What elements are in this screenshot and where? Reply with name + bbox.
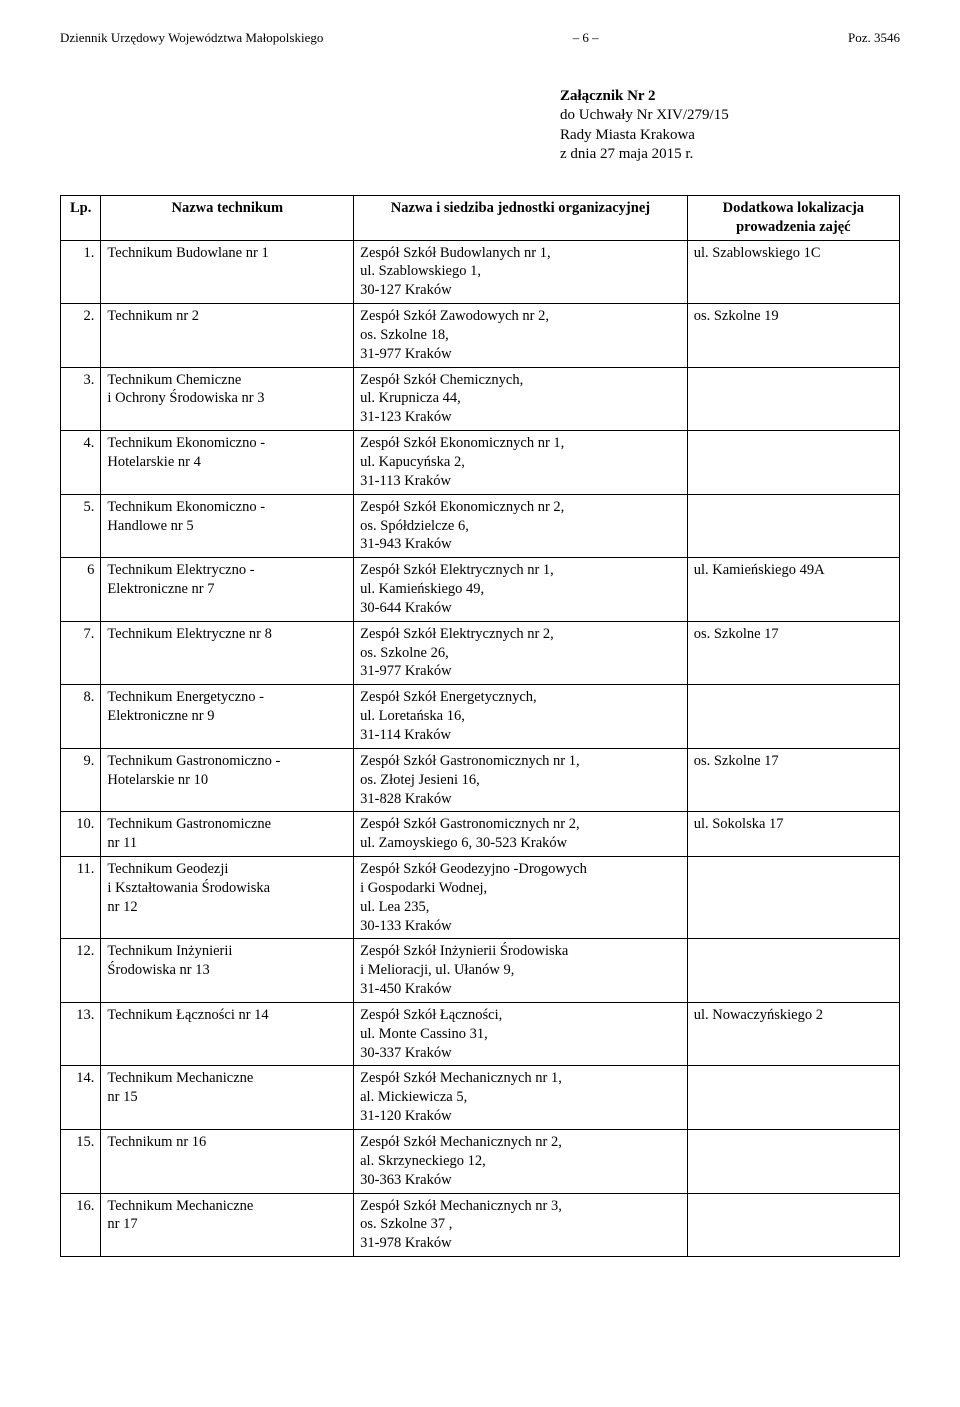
cell-name: Technikum Geodezji i Kształtowania Środo… [101, 857, 354, 939]
cell-lp: 6 [61, 558, 101, 622]
cell-org: Zespół Szkół Ekonomicznych nr 2, os. Spó… [354, 494, 688, 558]
cell-org: Zespół Szkół Elektrycznych nr 2, os. Szk… [354, 621, 688, 685]
cell-lp: 5. [61, 494, 101, 558]
cell-loc [687, 939, 899, 1003]
table-row: 7.Technikum Elektryczne nr 8Zespół Szkół… [61, 621, 900, 685]
table-row: 8.Technikum Energetyczno - Elektroniczne… [61, 685, 900, 749]
table-row: 4.Technikum Ekonomiczno - Hotelarskie nr… [61, 431, 900, 495]
col-header-name: Nazwa technikum [101, 195, 354, 240]
table-row: 10.Technikum Gastronomiczne nr 11Zespół … [61, 812, 900, 857]
cell-lp: 4. [61, 431, 101, 495]
cell-lp: 7. [61, 621, 101, 685]
table-row: 13.Technikum Łączności nr 14Zespół Szkół… [61, 1002, 900, 1066]
cell-lp: 13. [61, 1002, 101, 1066]
cell-org: Zespół Szkół Mechanicznych nr 1, al. Mic… [354, 1066, 688, 1130]
cell-loc: os. Szkolne 17 [687, 748, 899, 812]
cell-org: Zespół Szkół Mechanicznych nr 3, os. Szk… [354, 1193, 688, 1257]
table-row: 16.Technikum Mechaniczne nr 17Zespół Szk… [61, 1193, 900, 1257]
cell-lp: 3. [61, 367, 101, 431]
col-header-org: Nazwa i siedziba jednostki organizacyjne… [354, 195, 688, 240]
table-row: 1.Technikum Budowlane nr 1Zespół Szkół B… [61, 240, 900, 304]
cell-org: Zespół Szkół Energetycznych, ul. Loretań… [354, 685, 688, 749]
cell-org: Zespół Szkół Budowlanych nr 1, ul. Szabl… [354, 240, 688, 304]
cell-loc [687, 1130, 899, 1194]
cell-name: Technikum Elektryczno - Elektroniczne nr… [101, 558, 354, 622]
cell-loc [687, 367, 899, 431]
cell-name: Technikum nr 16 [101, 1130, 354, 1194]
cell-loc: ul. Nowaczyńskiego 2 [687, 1002, 899, 1066]
table-row: 2.Technikum nr 2Zespół Szkół Zawodowych … [61, 304, 900, 368]
attachment-line2: do Uchwały Nr XIV/279/15 [560, 106, 900, 126]
cell-name: Technikum Mechaniczne nr 17 [101, 1193, 354, 1257]
cell-loc [687, 685, 899, 749]
cell-lp: 16. [61, 1193, 101, 1257]
cell-org: Zespół Szkół Gastronomicznych nr 2, ul. … [354, 812, 688, 857]
cell-name: Technikum Inżynierii Środowiska nr 13 [101, 939, 354, 1003]
cell-org: Zespół Szkół Mechanicznych nr 2, al. Skr… [354, 1130, 688, 1194]
cell-lp: 2. [61, 304, 101, 368]
cell-name: Technikum nr 2 [101, 304, 354, 368]
cell-loc: ul. Kamieńskiego 49A [687, 558, 899, 622]
cell-name: Technikum Gastronomiczno - Hotelarskie n… [101, 748, 354, 812]
cell-name: Technikum Ekonomiczno - Handlowe nr 5 [101, 494, 354, 558]
cell-loc: os. Szkolne 17 [687, 621, 899, 685]
cell-name: Technikum Ekonomiczno - Hotelarskie nr 4 [101, 431, 354, 495]
cell-name: Technikum Budowlane nr 1 [101, 240, 354, 304]
cell-name: Technikum Mechaniczne nr 15 [101, 1066, 354, 1130]
cell-lp: 9. [61, 748, 101, 812]
cell-loc [687, 1066, 899, 1130]
cell-loc: os. Szkolne 19 [687, 304, 899, 368]
cell-name: Technikum Łączności nr 14 [101, 1002, 354, 1066]
header-page-number: – 6 – [573, 30, 599, 47]
cell-loc [687, 857, 899, 939]
cell-lp: 12. [61, 939, 101, 1003]
cell-lp: 1. [61, 240, 101, 304]
cell-lp: 8. [61, 685, 101, 749]
cell-name: Technikum Energetyczno - Elektroniczne n… [101, 685, 354, 749]
table-row: 12.Technikum Inżynierii Środowiska nr 13… [61, 939, 900, 1003]
table-row: 3.Technikum Chemiczne i Ochrony Środowis… [61, 367, 900, 431]
attachment-header: Załącznik Nr 2 do Uchwały Nr XIV/279/15 … [560, 87, 900, 165]
cell-lp: 11. [61, 857, 101, 939]
cell-org: Zespół Szkół Elektrycznych nr 1, ul. Kam… [354, 558, 688, 622]
cell-loc: ul. Sokolska 17 [687, 812, 899, 857]
cell-org: Zespół Szkół Gastronomicznych nr 1, os. … [354, 748, 688, 812]
cell-org: Zespół Szkół Ekonomicznych nr 1, ul. Kap… [354, 431, 688, 495]
cell-name: Technikum Elektryczne nr 8 [101, 621, 354, 685]
cell-loc [687, 1193, 899, 1257]
cell-name: Technikum Chemiczne i Ochrony Środowiska… [101, 367, 354, 431]
table-row: 9.Technikum Gastronomiczno - Hotelarskie… [61, 748, 900, 812]
attachment-line3: Rady Miasta Krakowa [560, 126, 900, 146]
cell-org: Zespół Szkół Łączności, ul. Monte Cassin… [354, 1002, 688, 1066]
cell-org: Zespół Szkół Inżynierii Środowiska i Mel… [354, 939, 688, 1003]
cell-lp: 14. [61, 1066, 101, 1130]
cell-org: Zespół Szkół Zawodowych nr 2, os. Szkoln… [354, 304, 688, 368]
cell-lp: 10. [61, 812, 101, 857]
technikum-table: Lp. Nazwa technikum Nazwa i siedziba jed… [60, 195, 900, 1257]
cell-lp: 15. [61, 1130, 101, 1194]
page-header: Dziennik Urzędowy Województwa Małopolski… [60, 30, 900, 47]
table-row: 5.Technikum Ekonomiczno - Handlowe nr 5Z… [61, 494, 900, 558]
table-row: 14.Technikum Mechaniczne nr 15Zespół Szk… [61, 1066, 900, 1130]
table-row: 6Technikum Elektryczno - Elektroniczne n… [61, 558, 900, 622]
col-header-loc: Dodatkowa lokalizacja prowadzenia zajęć [687, 195, 899, 240]
attachment-title: Załącznik Nr 2 [560, 87, 900, 107]
cell-loc: ul. Szablowskiego 1C [687, 240, 899, 304]
attachment-line4: z dnia 27 maja 2015 r. [560, 145, 900, 165]
header-position: Poz. 3546 [848, 30, 900, 47]
table-row: 11.Technikum Geodezji i Kształtowania Śr… [61, 857, 900, 939]
cell-name: Technikum Gastronomiczne nr 11 [101, 812, 354, 857]
cell-org: Zespół Szkół Chemicznych, ul. Krupnicza … [354, 367, 688, 431]
header-journal: Dziennik Urzędowy Województwa Małopolski… [60, 30, 323, 47]
cell-loc [687, 431, 899, 495]
col-header-lp: Lp. [61, 195, 101, 240]
table-row: 15.Technikum nr 16Zespół Szkół Mechanicz… [61, 1130, 900, 1194]
cell-loc [687, 494, 899, 558]
cell-org: Zespół Szkół Geodezyjno -Drogowych i Gos… [354, 857, 688, 939]
table-header-row: Lp. Nazwa technikum Nazwa i siedziba jed… [61, 195, 900, 240]
